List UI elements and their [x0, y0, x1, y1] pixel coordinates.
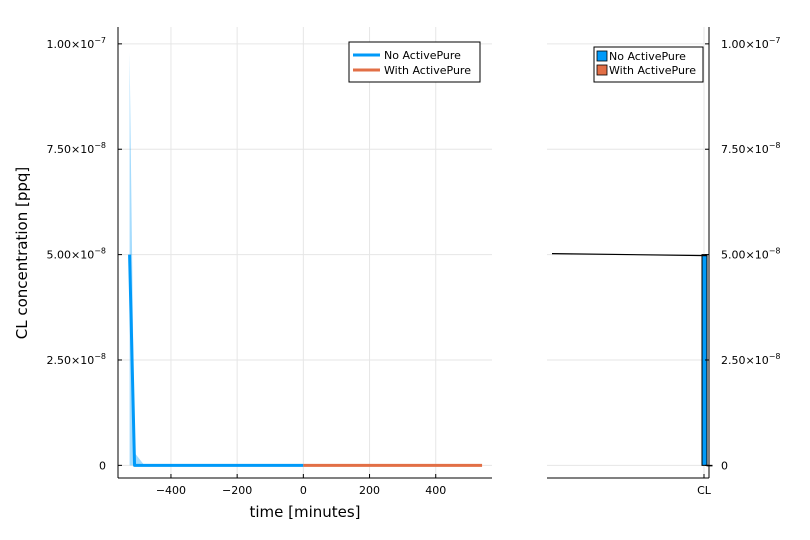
y-tick-exponent: −8 — [94, 352, 106, 361]
left-grid — [118, 27, 492, 478]
y-tick-label: 5.00×10−8 — [721, 247, 781, 262]
bar-panel: 0 2.50×10−8 5.00×10−8 7.50×10−8 1.00×10−7 CL… — [547, 27, 781, 497]
y-tick-label: 7.50×10−8 — [721, 141, 781, 156]
left-axes — [117, 27, 492, 479]
y-tick-label: 2.50×10−8 — [721, 352, 781, 367]
left-x-tick-label: 0 — [300, 484, 307, 497]
legend-swatch-bar-with-activepure — [596, 64, 608, 76]
left-legend-box — [348, 41, 481, 83]
legend-label-bar-with-activepure: With ActivePure — [609, 64, 696, 77]
left-x-ticks: −400 −200 0 200 400 — [156, 474, 446, 497]
right-grid — [547, 27, 709, 478]
y-tick-exponent: −8 — [769, 247, 781, 256]
y-tick-exponent: −8 — [769, 141, 781, 150]
y-tick-label: 7.50×10−8 — [46, 141, 106, 156]
right-x-tick-label: CL — [697, 484, 712, 497]
y-tick-label: 1.00×10−7 — [721, 36, 781, 51]
left-x-tick-label: 400 — [425, 484, 446, 497]
time-series-panel: −400 −200 0 200 400 0 2.50×10−8 5.00×10−8 7.50×… — [13, 27, 492, 521]
left-x-tick-label: 200 — [359, 484, 380, 497]
y-tick-exponent: −8 — [94, 141, 106, 150]
y-tick-exponent: −7 — [94, 36, 106, 45]
x-axis-label: time [minutes] — [249, 503, 360, 521]
left-legend: No ActivePure With ActivePure — [348, 41, 481, 83]
left-plot-area — [128, 52, 483, 467]
right-axes — [547, 27, 710, 479]
y-tick-exponent: −8 — [94, 247, 106, 256]
right-legend-box — [593, 46, 704, 83]
y-axis-label: CL concentration [ppq] — [13, 167, 31, 340]
right-y-ticks: 0 2.50×10−8 5.00×10−8 7.50×10−8 1.00×10−7 — [705, 36, 781, 472]
legend-label-with-activepure: With ActivePure — [384, 64, 471, 77]
left-y-ticks: 0 2.50×10−8 5.00×10−8 7.50×10−8 1.00×10−7 — [46, 36, 122, 472]
left-x-tick-label: −200 — [222, 484, 252, 497]
y-tick-exponent: −8 — [769, 352, 781, 361]
right-legend: No ActivePure With ActivePure — [593, 46, 704, 83]
y-tick-label: 1.00×10−7 — [46, 36, 106, 51]
bar-error-line — [551, 253, 708, 257]
y-tick-label: 0 — [721, 459, 728, 472]
y-tick-label: 0 — [99, 459, 106, 472]
series-line — [128, 254, 304, 467]
legend-label-bar-no-activepure: No ActivePure — [609, 50, 686, 63]
right-x-ticks: CL — [697, 474, 712, 497]
y-tick-label: 5.00×10−8 — [46, 247, 106, 262]
left-x-tick-label: −400 — [156, 484, 186, 497]
y-tick-label: 2.50×10−8 — [46, 352, 106, 367]
y-tick-exponent: −7 — [769, 36, 781, 45]
uncertainty-band — [129, 52, 304, 466]
legend-label-no-activepure: No ActivePure — [384, 49, 461, 62]
legend-swatch-bar-no-activepure — [596, 50, 608, 62]
